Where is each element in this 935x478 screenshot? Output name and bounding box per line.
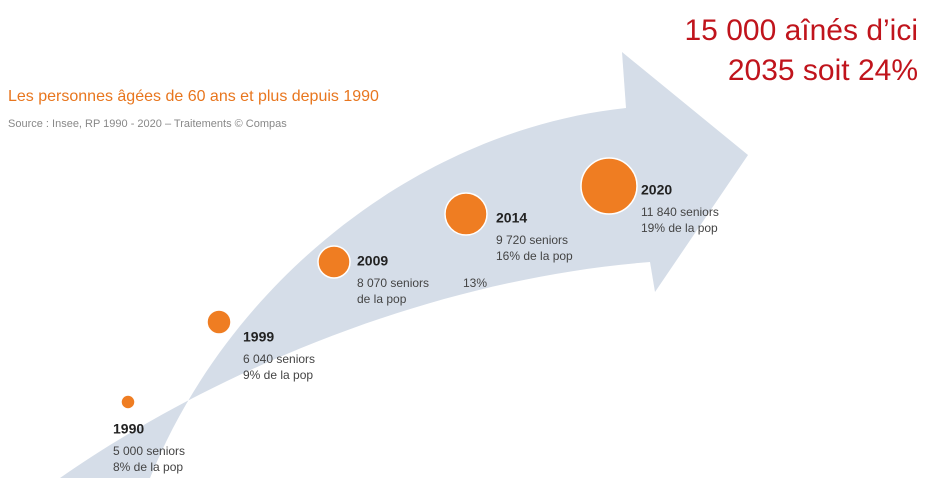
milestone-detail: 8% de la pop: [113, 460, 183, 474]
milestone-detail: 8 070 seniors: [357, 276, 429, 290]
milestone-year: 1999: [243, 329, 274, 345]
milestone-dot: [120, 394, 136, 410]
milestone-detail: 19% de la pop: [641, 221, 718, 235]
milestone-year: 1990: [113, 421, 144, 437]
milestone-detail: 16% de la pop: [496, 249, 573, 263]
milestone-detail: 5 000 seniors: [113, 444, 185, 458]
milestone-detail: de la pop: [357, 292, 407, 306]
milestone-year: 2014: [496, 210, 527, 226]
milestone-dot: [444, 192, 488, 236]
milestone-year: 2009: [357, 253, 388, 269]
milestone-dot: [206, 309, 232, 335]
growth-arrow: [60, 52, 748, 478]
milestone-detail: 6 040 seniors: [243, 352, 315, 366]
milestone-detail: 9 720 seniors: [496, 233, 568, 247]
milestone-detail: 9% de la pop: [243, 368, 313, 382]
headline: 15 000 aînés d’ici: [685, 14, 919, 47]
title: Les personnes âgées de 60 ans et plus de…: [8, 88, 379, 105]
milestone-year: 2020: [641, 182, 672, 198]
milestone-detail: 11 840 seniors: [641, 205, 719, 219]
annotation: 13%: [463, 276, 487, 290]
milestone-dot: [580, 157, 638, 215]
milestone-dot: [317, 245, 351, 279]
source: Source : Insee, RP 1990 - 2020 – Traitem…: [8, 118, 287, 130]
headline: 2035 soit 24%: [728, 54, 918, 87]
